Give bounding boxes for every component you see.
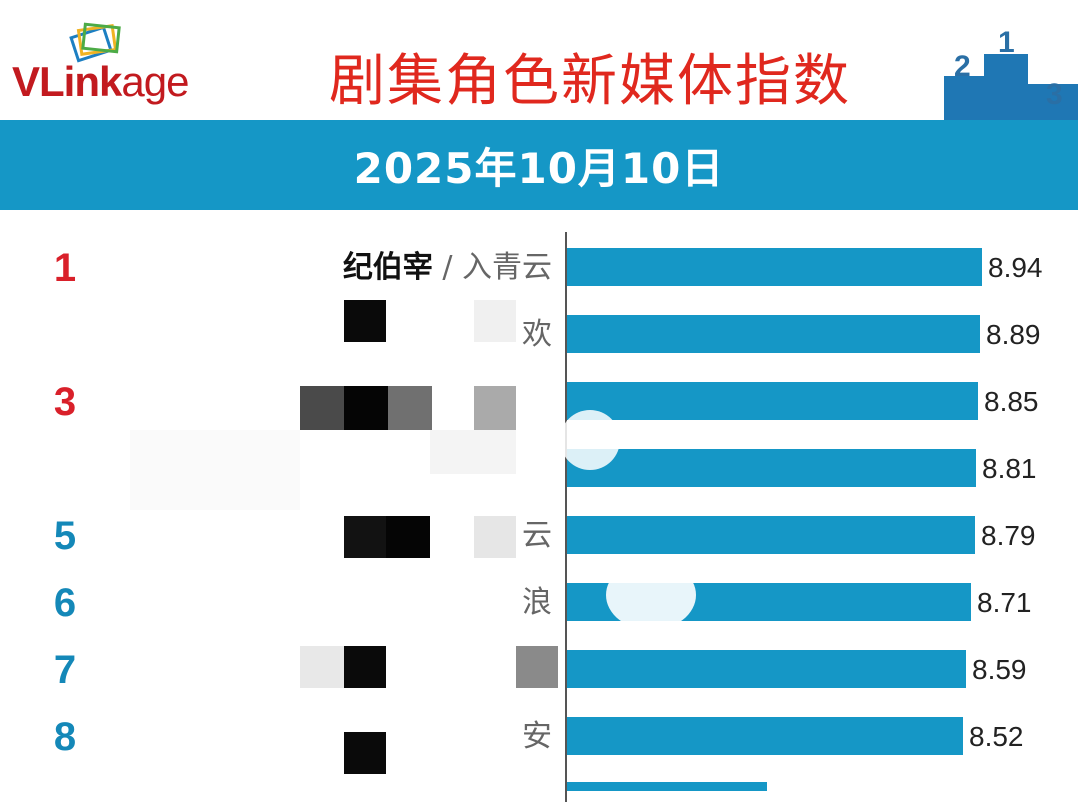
- value-label: 8.79: [981, 520, 1036, 551]
- value-label: 8.59: [972, 654, 1027, 685]
- chart-row: 6 浪 8.71: [0, 583, 1078, 623]
- podium-icon: 2 1 3: [944, 26, 1078, 120]
- mosaic-block: [474, 386, 516, 430]
- rank-number: 1: [53, 246, 77, 290]
- rank-number: 3: [53, 380, 77, 424]
- bar: [567, 248, 982, 286]
- show-name: 浪: [522, 585, 552, 620]
- show-name: 入青云: [462, 250, 552, 285]
- chart-row: 1 纪伯宰 / 入青云 8.94: [0, 248, 1078, 288]
- chart-row: 8 安 8.52: [0, 717, 1078, 757]
- mosaic-block: [344, 386, 388, 430]
- mosaic-block: [474, 516, 516, 558]
- bar: [567, 449, 976, 487]
- bar: [567, 516, 975, 554]
- mosaic-block: [430, 430, 516, 474]
- category-label: 欢: [522, 315, 552, 355]
- bar: [567, 315, 980, 353]
- bar: [567, 650, 966, 688]
- chart-row: 欢 8.89: [0, 315, 1078, 355]
- blur-blob: [560, 410, 620, 470]
- chart-row: 3 8.85: [0, 382, 1078, 422]
- character-name: 纪伯宰: [342, 250, 433, 285]
- value-label: 8.94: [988, 252, 1043, 283]
- chart-row: 7 8.59: [0, 650, 1078, 690]
- rank-number: 8: [53, 715, 77, 759]
- value-label: 8.71: [977, 587, 1032, 618]
- mosaic-block: [130, 430, 300, 510]
- show-name: 云: [522, 518, 552, 553]
- bar: [567, 382, 978, 420]
- logo-cards-icon: [69, 22, 121, 63]
- category-label: 安: [522, 717, 552, 757]
- date-label: 2025年10月10日: [353, 143, 725, 193]
- podium-number-2: 2: [954, 50, 971, 83]
- chart-axis-line: [565, 232, 567, 802]
- logo-suffix: age: [121, 58, 189, 105]
- value-label: 8.89: [986, 319, 1041, 350]
- rank-number: 7: [53, 648, 77, 692]
- mosaic-block: [386, 516, 430, 558]
- mosaic-block: [344, 646, 386, 688]
- mosaic-block: [344, 732, 386, 774]
- mosaic-block: [300, 646, 344, 688]
- mosaic-block: [516, 646, 558, 688]
- chart-row: 8.81: [0, 449, 1078, 489]
- show-name: 欢: [522, 317, 552, 352]
- show-name: 安: [522, 719, 552, 754]
- mosaic-block: [344, 300, 386, 342]
- podium-number-3: 3: [1046, 78, 1063, 111]
- mosaic-block: [344, 516, 386, 558]
- mosaic-block: [388, 386, 432, 430]
- rank-number: 5: [53, 514, 77, 558]
- value-label: 8.81: [982, 453, 1037, 484]
- label-separator: /: [432, 250, 462, 285]
- mosaic-block: [300, 386, 344, 430]
- category-label: 云: [522, 516, 552, 556]
- date-banner: 2025年10月10日: [0, 120, 1078, 210]
- cropped-bar: [567, 782, 767, 791]
- bar-chart: 1 纪伯宰 / 入青云 8.94 欢 8.89 3 8.85 8.81 5 云 8.79 6 浪 8.71…: [0, 210, 1078, 802]
- logo-brand: VLink: [12, 58, 122, 105]
- podium-number-1: 1: [998, 26, 1015, 59]
- rank-number: 6: [53, 581, 77, 625]
- vlinkage-logo: VLinkage: [12, 18, 252, 108]
- value-label: 8.52: [969, 721, 1024, 752]
- mosaic-block: [474, 300, 516, 342]
- blur-blob: [606, 560, 696, 630]
- value-label: 8.85: [984, 386, 1039, 417]
- header: VLinkage 剧集角色新媒体指数 2 1 3: [0, 0, 1078, 120]
- category-label: 纪伯宰 / 入青云: [343, 248, 552, 288]
- page-title: 剧集角色新媒体指数: [329, 49, 851, 114]
- chart-row: 5 云 8.79: [0, 516, 1078, 556]
- logo-text: VLinkage: [12, 58, 189, 106]
- bar: [567, 717, 963, 755]
- category-label: 浪: [522, 583, 552, 623]
